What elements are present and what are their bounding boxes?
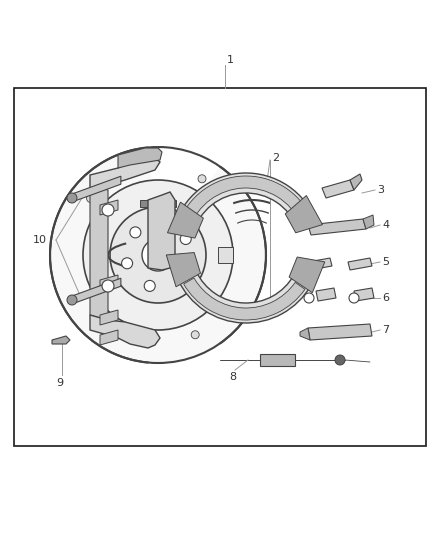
Polygon shape (308, 219, 366, 235)
Polygon shape (100, 200, 118, 215)
Circle shape (87, 195, 95, 203)
Polygon shape (354, 288, 374, 301)
Circle shape (67, 193, 77, 203)
Polygon shape (289, 257, 325, 293)
Polygon shape (218, 247, 233, 263)
Polygon shape (100, 330, 118, 345)
Polygon shape (350, 174, 362, 190)
Polygon shape (148, 143, 222, 255)
Circle shape (50, 147, 266, 363)
Polygon shape (285, 196, 322, 233)
Polygon shape (100, 275, 118, 290)
Text: 3: 3 (377, 185, 384, 195)
Text: 6: 6 (382, 293, 389, 303)
Text: 4: 4 (382, 220, 389, 230)
Bar (14, 88, 426, 446)
Polygon shape (90, 188, 108, 318)
Polygon shape (260, 354, 295, 366)
Circle shape (349, 293, 359, 303)
Polygon shape (308, 258, 332, 270)
Circle shape (131, 336, 139, 344)
Text: 5: 5 (382, 257, 389, 267)
Circle shape (83, 180, 233, 330)
Circle shape (335, 355, 345, 365)
Wedge shape (178, 271, 311, 323)
Circle shape (180, 265, 191, 277)
Polygon shape (348, 258, 372, 270)
Text: 9: 9 (57, 378, 64, 388)
Polygon shape (322, 180, 354, 198)
Circle shape (304, 293, 314, 303)
Text: 7: 7 (382, 325, 389, 335)
Circle shape (180, 233, 191, 245)
Circle shape (122, 258, 133, 269)
Polygon shape (363, 215, 374, 229)
Polygon shape (166, 253, 201, 287)
Circle shape (130, 227, 141, 238)
Circle shape (144, 280, 155, 292)
Text: 10: 10 (33, 235, 47, 245)
Text: 8: 8 (230, 372, 237, 382)
Polygon shape (52, 336, 70, 344)
Circle shape (102, 204, 114, 216)
Polygon shape (118, 148, 162, 168)
Polygon shape (316, 288, 336, 301)
Polygon shape (167, 202, 203, 238)
Polygon shape (72, 176, 121, 202)
Polygon shape (148, 192, 175, 270)
Circle shape (198, 175, 206, 183)
Text: 2: 2 (272, 153, 279, 163)
Polygon shape (100, 310, 118, 325)
Circle shape (110, 207, 206, 303)
Polygon shape (90, 158, 160, 192)
Circle shape (102, 280, 114, 292)
Polygon shape (308, 324, 372, 340)
Circle shape (191, 331, 199, 339)
Wedge shape (173, 173, 317, 234)
Polygon shape (72, 278, 121, 304)
Polygon shape (140, 200, 176, 211)
Polygon shape (300, 328, 310, 340)
Wedge shape (178, 176, 311, 228)
Polygon shape (90, 315, 160, 348)
Circle shape (67, 295, 77, 305)
Text: 1: 1 (227, 55, 234, 65)
Wedge shape (184, 278, 305, 320)
Circle shape (142, 239, 174, 271)
